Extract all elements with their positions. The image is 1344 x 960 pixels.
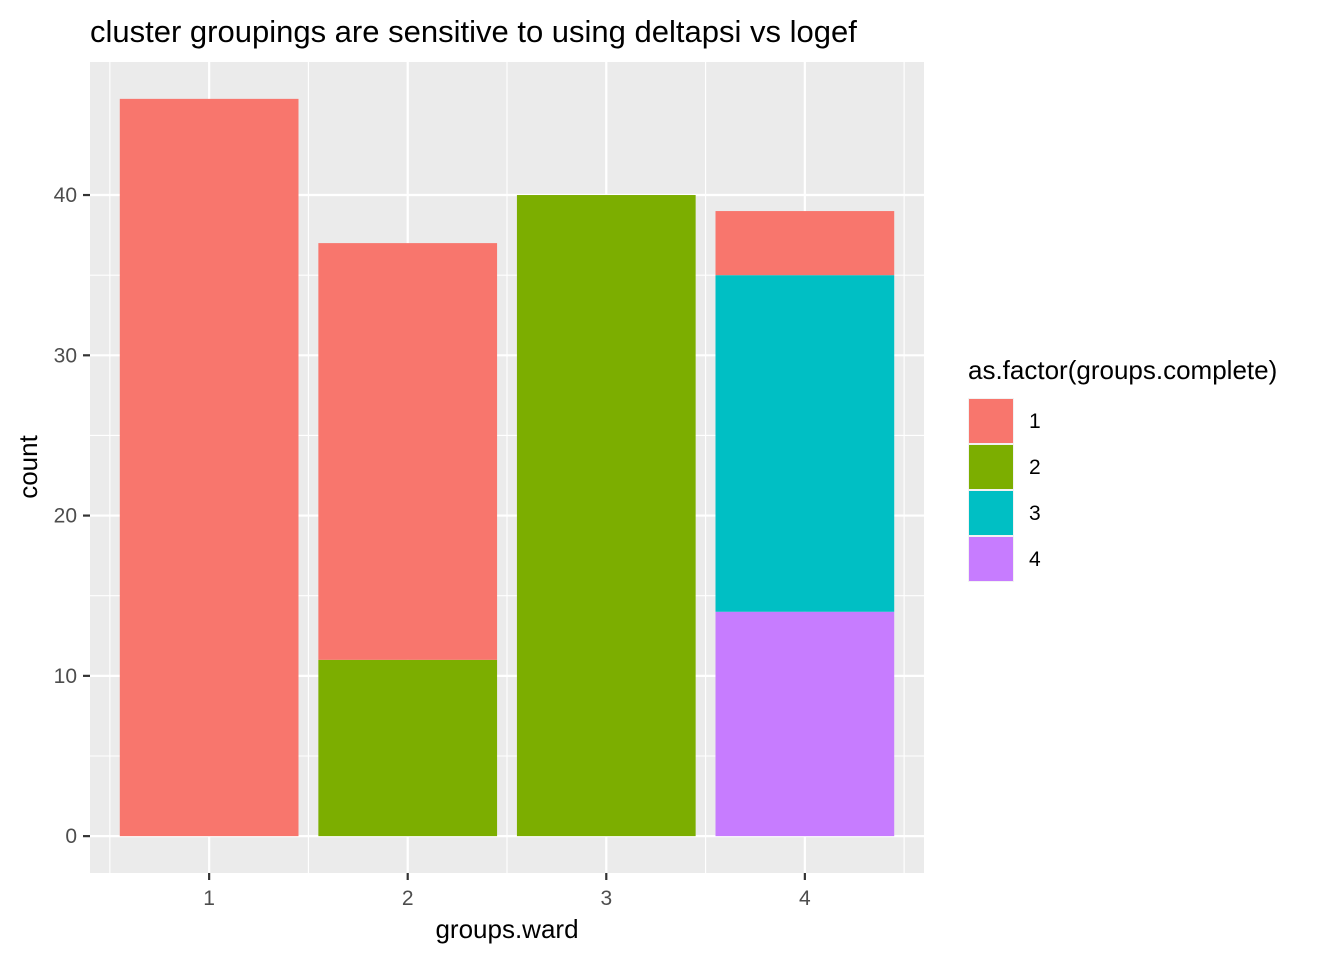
x-tick-label: 1 — [203, 887, 215, 910]
legend-title: as.factor(groups.complete) — [968, 355, 1277, 385]
bar-segment — [318, 243, 498, 660]
legend-key-swatch — [969, 399, 1013, 443]
bar-segment — [318, 659, 498, 837]
y-tick-label: 10 — [54, 665, 77, 688]
x-axis-title: groups.ward — [435, 914, 578, 944]
legend-key-label: 4 — [1029, 548, 1041, 571]
x-tick-label: 4 — [799, 887, 811, 910]
bars — [119, 98, 895, 837]
bar-segment — [715, 611, 895, 837]
legend-key-label: 2 — [1029, 456, 1041, 479]
bar-segment — [516, 195, 696, 837]
chart-title: cluster groupings are sensitive to using… — [90, 14, 857, 49]
bar-segment — [715, 211, 895, 276]
legend-key-swatch — [969, 445, 1013, 489]
y-axis-title: count — [13, 434, 43, 498]
y-tick-label: 20 — [54, 505, 77, 528]
legend: as.factor(groups.complete) 1 2 3 4 — [968, 355, 1277, 582]
bar-segment — [119, 98, 299, 837]
x-tick-label: 2 — [402, 887, 414, 910]
y-axis: 0 10 20 30 40 — [54, 184, 90, 848]
x-axis: 1 2 3 4 — [203, 873, 811, 910]
y-tick-label: 40 — [54, 184, 77, 207]
legend-key-swatch — [969, 537, 1013, 581]
legend-key-label: 3 — [1029, 502, 1041, 525]
legend-key-swatch — [969, 491, 1013, 535]
legend-key-label: 1 — [1029, 410, 1041, 433]
y-tick-label: 0 — [65, 825, 77, 848]
legend-keys: 1 2 3 4 — [968, 398, 1041, 582]
x-tick-label: 3 — [600, 887, 612, 910]
y-tick-label: 30 — [54, 344, 77, 367]
bar-segment — [715, 275, 895, 612]
